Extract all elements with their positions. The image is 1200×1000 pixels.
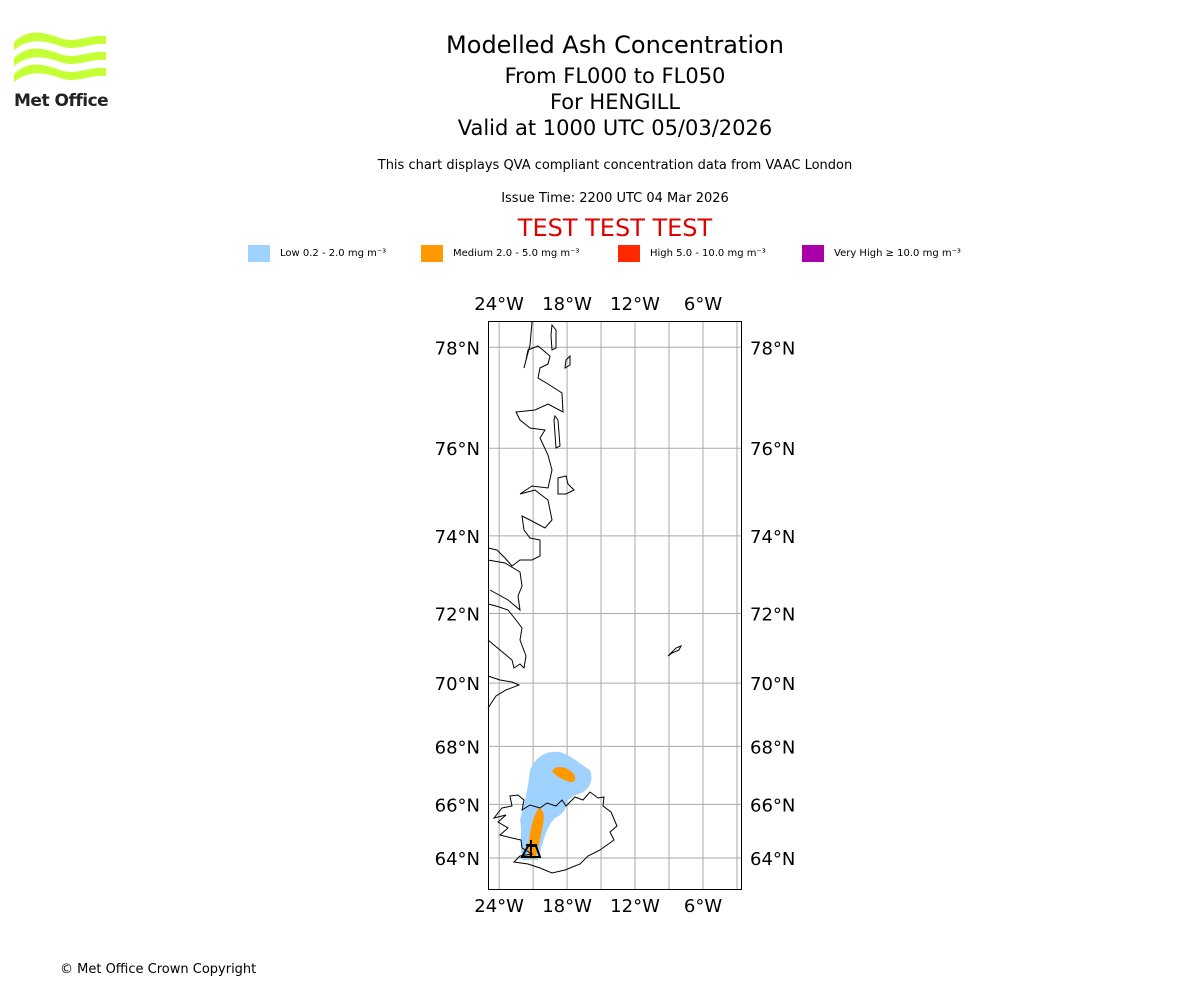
lon-tick-label-bottom: 6°W (684, 896, 722, 917)
lat-tick-label-left: 78°N (435, 338, 480, 359)
map-frame (488, 321, 742, 890)
lon-tick-label-top: 24°W (474, 294, 524, 315)
legend-label: Low 0.2 - 2.0 mg m⁻³ (280, 248, 387, 259)
legend-swatch (248, 245, 270, 262)
lon-tick-label-top: 18°W (542, 294, 592, 315)
lon-tick-label-bottom: 12°W (610, 896, 660, 917)
issue-time: Issue Time: 2200 UTC 04 Mar 2026 (501, 191, 729, 206)
lat-tick-label-right: 72°N (750, 604, 795, 625)
greenland-coast (487, 321, 564, 709)
legend-item-very-high: Very High ≥ 10.0 mg m⁻³ (802, 245, 961, 262)
axis-tick-labels: 78°N 78°N 76°N 76°N 74°N 74°N 72°N 72°N 70°N 70°N… (435, 294, 796, 917)
lat-tick-label-right: 64°N (750, 849, 795, 870)
legend-item-low: Low 0.2 - 2.0 mg m⁻³ (248, 245, 386, 262)
lat-tick-label-left: 64°N (435, 849, 480, 870)
copyright: © Met Office Crown Copyright (60, 962, 257, 977)
coastlines (487, 321, 683, 874)
lat-tick-label-left: 72°N (435, 604, 480, 625)
lat-tick-label-right: 70°N (750, 674, 795, 695)
volcano-symbol (520, 840, 542, 858)
legend-swatch (618, 245, 640, 262)
lat-tick-label-right: 78°N (750, 338, 795, 359)
legend-label: Medium 2.0 - 5.0 mg m⁻³ (453, 248, 580, 259)
legend-swatch (421, 245, 443, 262)
jan-mayen-coast (667, 645, 683, 657)
test-banner: TEST TEST TEST (517, 214, 713, 242)
legend-label: Very High ≥ 10.0 mg m⁻³ (834, 248, 961, 259)
chart-title: Modelled Ash Concentration (446, 31, 784, 59)
lon-tick-label-bottom: 24°W (474, 896, 524, 917)
graticule (488, 321, 742, 890)
lat-tick-label-right: 76°N (750, 439, 795, 460)
logo-text: Met Office (14, 91, 109, 111)
flight-level-range: From FL000 to FL050 (504, 64, 726, 88)
volcano-name: For HENGILL (549, 90, 681, 114)
lat-tick-label-left: 70°N (435, 674, 480, 695)
lat-tick-label-right: 74°N (750, 527, 795, 548)
legend-swatch (802, 245, 824, 262)
legend-label: High 5.0 - 10.0 mg m⁻³ (650, 248, 766, 259)
lon-tick-label-top: 12°W (610, 294, 660, 315)
chart-subtitle: This chart displays QVA compliant concen… (377, 158, 853, 173)
lat-tick-label-left: 76°N (435, 439, 480, 460)
legend-item-high: High 5.0 - 10.0 mg m⁻³ (618, 245, 766, 262)
lat-tick-label-left: 68°N (435, 737, 480, 758)
lat-tick-label-left: 74°N (435, 527, 480, 548)
legend-item-medium: Medium 2.0 - 5.0 mg m⁻³ (421, 245, 579, 262)
lat-tick-label-right: 68°N (750, 737, 795, 758)
iceland-coast (492, 791, 618, 874)
met-office-logo (14, 30, 106, 90)
valid-time: Valid at 1000 UTC 05/03/2026 (457, 116, 773, 140)
lat-tick-label-left: 66°N (435, 795, 480, 816)
lon-tick-label-bottom: 18°W (542, 896, 592, 917)
met-office-waves-icon (14, 32, 106, 82)
lat-tick-label-right: 66°N (750, 795, 795, 816)
lon-tick-label-top: 6°W (684, 294, 722, 315)
